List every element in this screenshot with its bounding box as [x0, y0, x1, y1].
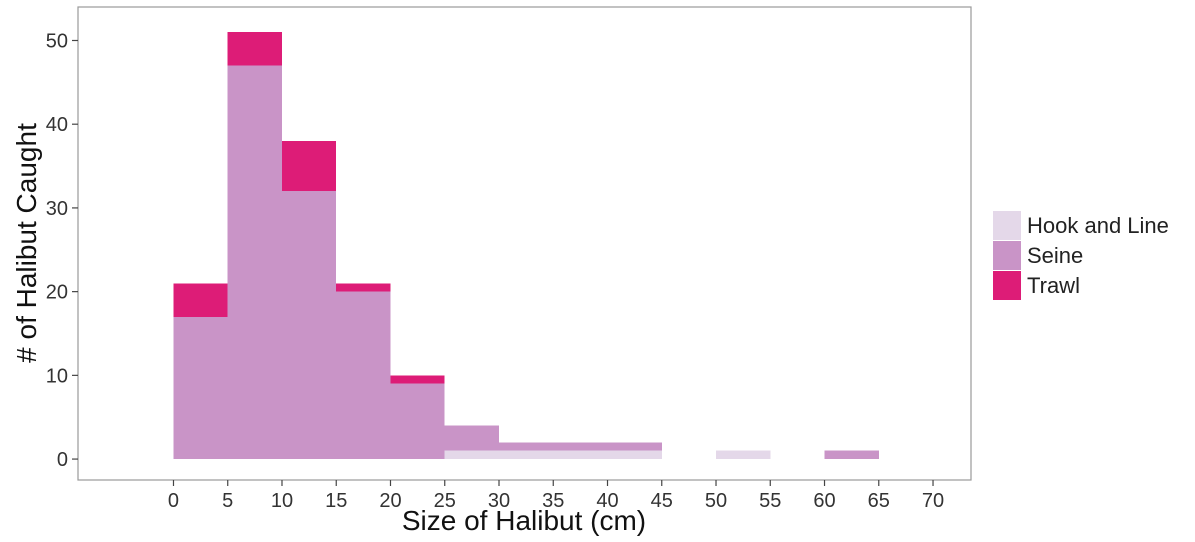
- x-tick-label: 45: [651, 490, 673, 512]
- bar-trawl-bin-5-10: [227, 32, 282, 66]
- bar-seine-bin-40-45: [607, 442, 662, 451]
- x-axis: 0 5 10 15 20 25 30 35 40 45 50 55 60 65 70: [168, 480, 944, 512]
- bar-hook-and-line-bin-25-30: [444, 450, 500, 460]
- bar-trawl-bin-10-15: [281, 140, 337, 192]
- y-tick-label: 10: [46, 365, 68, 387]
- legend-label-trawl: Trawl: [1027, 273, 1080, 298]
- bar-seine-bin-30-35: [499, 442, 554, 451]
- y-tick-label: 30: [46, 198, 68, 220]
- bar-hook-and-line-bin-40-45: [607, 450, 662, 460]
- x-tick-label: 60: [813, 490, 835, 512]
- x-tick-label: 70: [922, 490, 944, 512]
- y-tick-label: 0: [57, 449, 68, 471]
- bar-hook-and-line-bin-35-40: [553, 450, 608, 460]
- bar-hook-and-line-bin-50-55: [716, 450, 771, 460]
- x-tick-label: 20: [379, 490, 401, 512]
- y-tick-label: 40: [46, 114, 68, 136]
- bar-trawl-bin-20-25: [390, 375, 445, 384]
- x-tick-label: 50: [705, 490, 727, 512]
- legend: Hook and Line Seine Trawl: [993, 211, 1169, 300]
- legend-label-seine: Seine: [1027, 243, 1083, 268]
- bar-hook-and-line-bin-30-35: [499, 450, 554, 460]
- y-axis-title: # of Halibut Caught: [11, 123, 42, 363]
- y-tick-label: 50: [46, 30, 68, 52]
- y-axis: 0 10 20 30 40 50: [46, 30, 78, 471]
- y-tick-label: 20: [46, 282, 68, 304]
- x-tick-label: 40: [596, 490, 618, 512]
- legend-swatch-hook-and-line: [993, 211, 1021, 240]
- bar-seine-bin-20-25: [390, 383, 445, 460]
- legend-swatch-trawl: [993, 271, 1021, 300]
- bar-seine-bin-25-30: [444, 425, 500, 451]
- bar-trawl-bin-15-20: [336, 283, 391, 292]
- legend-label-hook-and-line: Hook and Line: [1027, 213, 1169, 238]
- x-tick-label: 55: [759, 490, 781, 512]
- bar-seine-bin-10-15: [281, 191, 337, 460]
- bar-seine-bin-5-10: [227, 65, 282, 460]
- bars-group: [173, 32, 879, 460]
- bar-seine-bin-15-20: [336, 291, 391, 460]
- x-tick-label: 30: [488, 490, 510, 512]
- bar-seine-bin-0-5: [173, 316, 228, 460]
- x-tick-label: 25: [434, 490, 456, 512]
- x-tick-label: 35: [542, 490, 564, 512]
- bar-seine-bin-35-40: [553, 442, 608, 451]
- x-tick-label: 65: [868, 490, 890, 512]
- x-tick-label: 10: [271, 490, 293, 512]
- legend-swatch-seine: [993, 241, 1021, 270]
- bar-trawl-bin-0-5: [173, 283, 228, 317]
- x-tick-label: 5: [222, 490, 233, 512]
- x-axis-title: Size of Halibut (cm): [402, 505, 646, 536]
- x-tick-label: 15: [325, 490, 347, 512]
- bar-seine-bin-60-65: [824, 450, 879, 460]
- x-tick-label: 0: [168, 490, 179, 512]
